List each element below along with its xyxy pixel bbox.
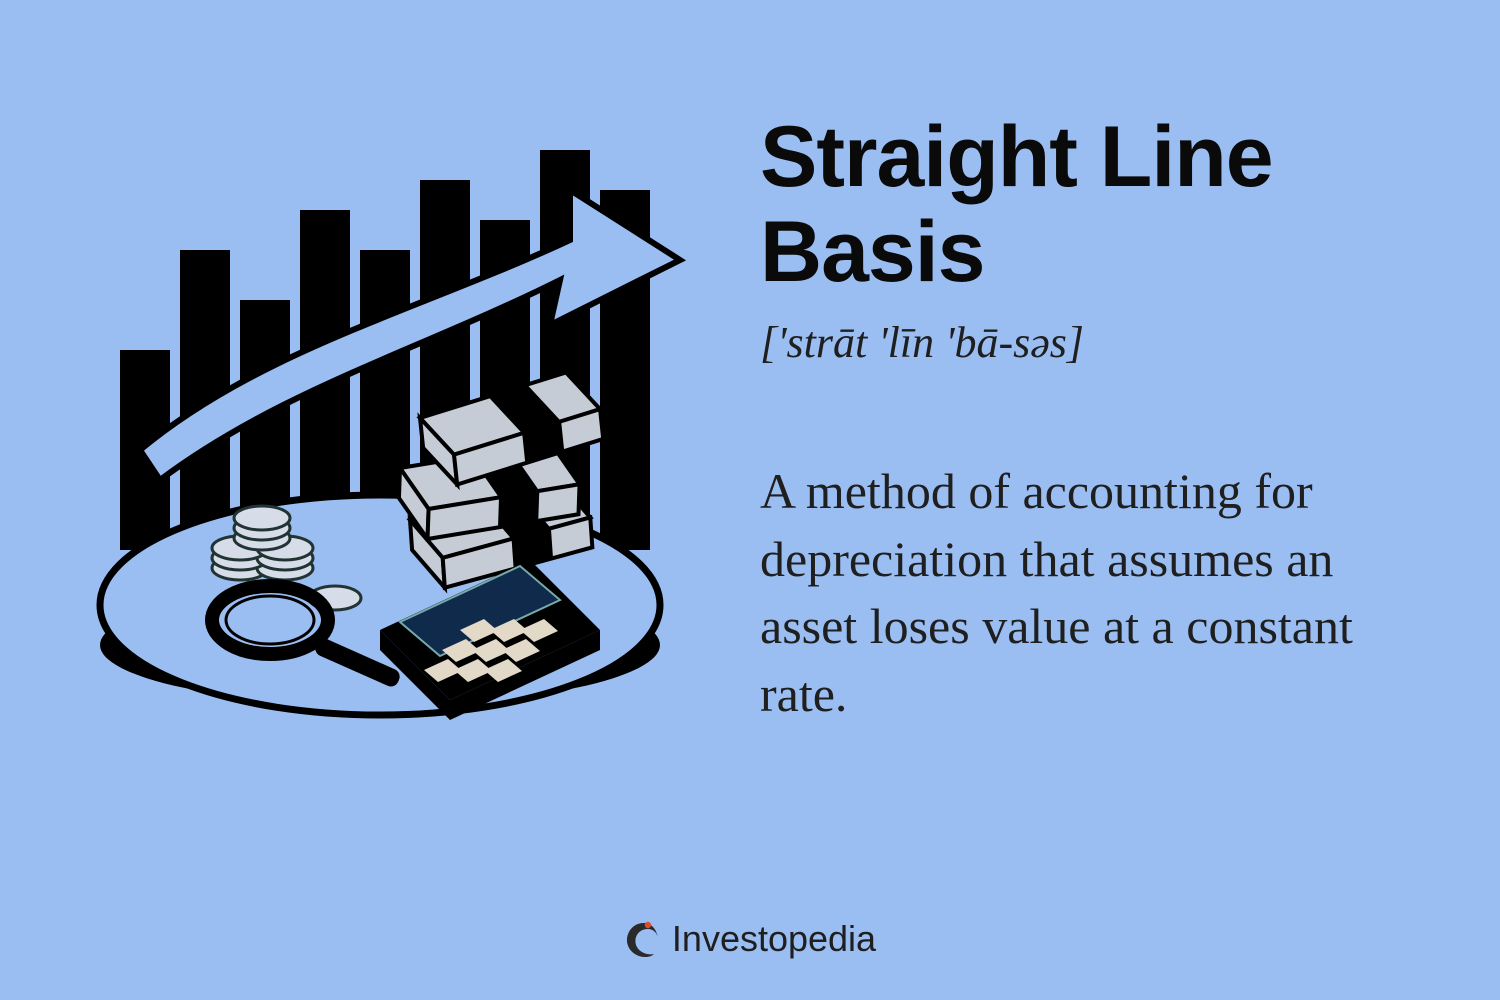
illustration-svg [80,120,690,760]
pronunciation: ['strāt 'līn 'bā-səs] [760,317,1410,368]
term-definition: A method of accounting for depreciation … [760,458,1410,728]
text-block: Straight Line Basis ['strāt 'līn 'bā-səs… [760,110,1410,728]
infographic-canvas: Straight Line Basis ['strāt 'līn 'bā-səs… [0,0,1500,1000]
brand-name: Investopedia [672,918,876,960]
investopedia-logo-icon [624,919,664,959]
term-title: Straight Line Basis [760,110,1410,299]
brand-footer: Investopedia [624,918,876,960]
finance-illustration [80,120,690,760]
